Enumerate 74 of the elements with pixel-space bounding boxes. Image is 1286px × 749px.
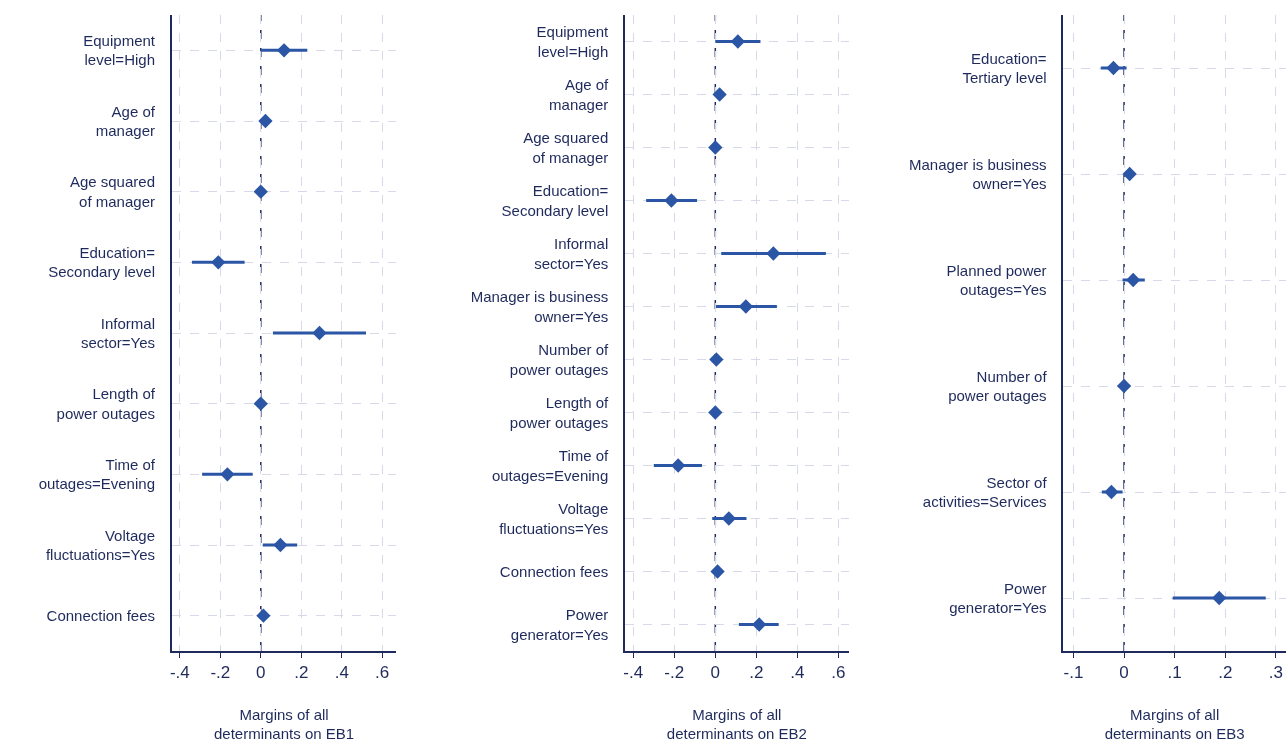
point (1212, 590, 1227, 606)
y-tick-label: Age squared of manager (69, 173, 155, 210)
x-tick-label: -.2 (210, 663, 231, 683)
x-axis-title: Margins of all determinants on EB1 (214, 705, 355, 743)
point (273, 537, 288, 553)
point (220, 467, 235, 482)
x-tick-label: -.1 (1063, 663, 1084, 683)
y-tick-label: Sector of activities=Services (922, 473, 1048, 510)
point (1104, 484, 1119, 500)
y-tick-label: Informal sector=Yes (534, 235, 609, 272)
point (709, 352, 724, 367)
x-tick-label: .4 (790, 663, 805, 683)
point (253, 184, 268, 199)
point (738, 299, 754, 314)
x-tick-label: .2 (749, 663, 764, 683)
y-tick-label: Power generator=Yes (510, 606, 609, 643)
point (1106, 60, 1121, 76)
y-tick-label: Length of power outages (56, 385, 156, 422)
x-tick-label: 0 (256, 663, 266, 683)
x-tick-label: .2 (294, 663, 309, 683)
y-tick-label: Education= Tertiary level (962, 49, 1047, 86)
point (664, 193, 679, 208)
x-tick-label: 0 (1119, 663, 1129, 683)
x-tick-label: -.2 (664, 663, 685, 683)
y-tick-label: Age squared of manager (523, 129, 609, 166)
point (730, 34, 746, 49)
y-tick-label: Connection fees (46, 606, 155, 624)
y-tick-label: Length of power outages (509, 394, 610, 431)
y-tick-label: Power generator=Yes (949, 579, 1047, 616)
y-tick-label: Connection fees (499, 562, 609, 580)
point (253, 396, 268, 411)
point (256, 608, 271, 623)
x-axis-title: Margins of all determinants on EB2 (666, 705, 807, 743)
y-tick-label: Number of power outages (948, 367, 1048, 404)
x-axis-title: Margins of all determinants on EB3 (1104, 705, 1245, 743)
point (712, 87, 727, 102)
x-tick-label: .4 (334, 663, 349, 683)
point (211, 255, 226, 270)
y-tick-label: Equipment level=High (83, 31, 156, 69)
y-tick-label: Equipment level=High (536, 23, 610, 60)
x-tick-label: .2 (1218, 663, 1233, 683)
point (1122, 166, 1137, 182)
x-tick-label: -.4 (169, 663, 190, 683)
point (276, 43, 292, 58)
point (766, 246, 781, 261)
y-tick-label: Education= Secondary level (48, 243, 156, 281)
y-tick-label: Voltage fluctuations=Yes (45, 526, 155, 563)
point (708, 405, 723, 420)
x-tick-label: .6 (831, 663, 846, 683)
x-tick-label: .6 (375, 663, 390, 683)
y-tick-label: Informal sector=Yes (80, 314, 155, 351)
y-tick-label: Time of outages=Evening (38, 455, 156, 493)
point (312, 325, 327, 341)
y-tick-label: Manager is business owner=Yes (909, 155, 1047, 192)
y-tick-label: Time of outages=Evening (491, 447, 610, 484)
point (1126, 272, 1141, 288)
x-tick-label: .3 (1268, 663, 1283, 683)
y-tick-label: Planned power outages=Yes (946, 261, 1047, 298)
point (710, 564, 725, 579)
point (671, 458, 686, 473)
x-tick-label: .1 (1167, 663, 1182, 683)
point (258, 113, 273, 129)
y-tick-label: Age of manager (95, 102, 156, 139)
y-tick-label: Manager is business owner=Yes (470, 288, 609, 325)
x-tick-label: 0 (710, 663, 721, 683)
y-tick-label: Age of manager (549, 76, 610, 113)
y-tick-label: Voltage fluctuations=Yes (499, 500, 609, 537)
y-tick-label: Number of power outages (509, 341, 610, 378)
point (721, 511, 736, 526)
point (708, 140, 723, 155)
point (1116, 378, 1132, 394)
point (752, 617, 767, 632)
y-tick-label: Education= Secondary level (501, 182, 609, 219)
x-tick-label: -.4 (623, 663, 644, 683)
